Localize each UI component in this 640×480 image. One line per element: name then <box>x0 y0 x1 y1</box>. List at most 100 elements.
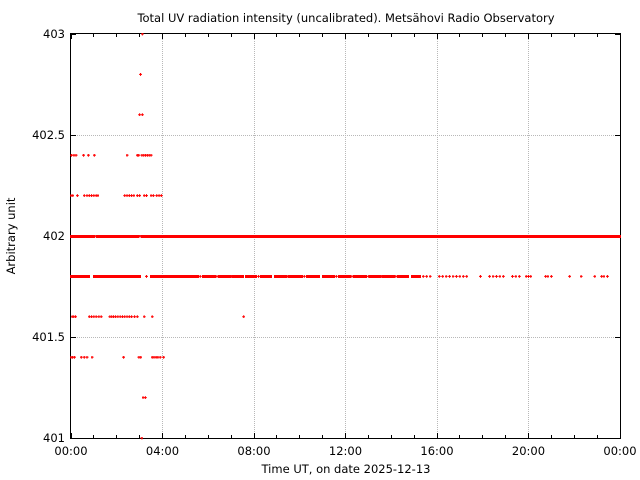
x-major-tick <box>70 433 72 438</box>
x-tick-label: 00:00 <box>54 444 88 458</box>
data-point <box>152 355 156 359</box>
y-major-tick <box>615 134 620 136</box>
x-minor-tick <box>139 435 141 438</box>
x-tick-label: 08:00 <box>237 444 271 458</box>
data-point <box>544 274 548 278</box>
data-segment <box>368 274 381 278</box>
data-point <box>230 274 234 278</box>
data-point <box>491 274 495 278</box>
data-point <box>123 315 127 319</box>
x-major-tick <box>528 34 529 39</box>
data-point <box>150 355 154 359</box>
x-major-tick <box>253 34 255 39</box>
data-point <box>286 274 290 278</box>
data-point <box>125 315 129 319</box>
data-point <box>74 315 78 319</box>
x-minor-tick <box>390 435 392 438</box>
data-point <box>72 355 76 359</box>
y-major-tick <box>71 437 76 439</box>
data-point <box>82 153 86 157</box>
x-minor-tick <box>230 435 232 438</box>
x-minor-tick <box>184 435 186 438</box>
data-point <box>600 274 604 278</box>
data-point <box>524 274 528 278</box>
data-point <box>458 274 462 278</box>
x-minor-tick <box>573 435 575 438</box>
data-point <box>87 194 91 198</box>
data-point <box>127 194 131 198</box>
data-point <box>85 355 89 359</box>
x-tick-label: 00:00 <box>603 444 637 458</box>
data-point <box>142 153 146 157</box>
data-point <box>501 274 505 278</box>
data-point <box>135 194 139 198</box>
data-point <box>112 315 116 319</box>
data-point <box>527 274 530 278</box>
data-point <box>72 315 76 319</box>
y-major-tick <box>615 336 620 338</box>
x-major-tick <box>162 433 163 438</box>
data-point <box>90 194 94 198</box>
y-tick-label: 403 <box>43 27 65 41</box>
x-minor-tick <box>367 435 369 438</box>
x-minor-tick <box>596 435 598 438</box>
x-minor-tick <box>93 435 95 438</box>
data-point <box>139 355 143 359</box>
gridline-horizontal <box>71 134 620 136</box>
data-point <box>125 153 129 157</box>
data-point <box>94 315 98 319</box>
x-minor-tick <box>505 435 507 438</box>
data-point <box>92 194 96 198</box>
data-point <box>90 315 94 319</box>
data-point <box>71 194 75 198</box>
x-minor-tick <box>299 34 301 37</box>
x-tick-label: 12:00 <box>328 444 363 458</box>
data-point <box>122 355 126 359</box>
y-tick-label: 402.5 <box>32 128 65 142</box>
data-point <box>118 315 122 319</box>
data-point <box>138 113 142 117</box>
data-point <box>75 194 79 198</box>
data-segment <box>244 274 258 278</box>
data-point <box>145 153 149 157</box>
chart-title: Total UV radiation intensity (uncalibrat… <box>137 11 555 25</box>
x-minor-tick <box>482 435 484 438</box>
data-point <box>441 274 445 278</box>
data-point <box>125 194 129 198</box>
data-point <box>149 194 153 198</box>
data-point <box>70 315 74 319</box>
data-point <box>79 355 83 359</box>
data-point <box>494 274 498 278</box>
data-point <box>451 274 455 278</box>
data-point <box>141 396 145 400</box>
x-major-tick <box>619 433 621 438</box>
data-point <box>517 274 521 278</box>
data-segment <box>321 274 336 278</box>
data-point <box>546 274 550 278</box>
x-minor-tick <box>482 34 484 37</box>
data-point <box>461 274 465 278</box>
data-point <box>93 234 97 238</box>
x-major-tick <box>436 433 438 438</box>
x-minor-tick <box>276 34 278 37</box>
data-point <box>158 355 162 359</box>
x-minor-tick <box>596 34 598 37</box>
data-point <box>162 355 166 359</box>
data-point <box>82 355 86 359</box>
data-point <box>133 315 137 319</box>
x-minor-tick <box>550 34 552 37</box>
data-point <box>74 153 78 157</box>
y-major-tick <box>615 437 620 439</box>
data-point <box>127 315 131 319</box>
data-segment <box>305 274 321 278</box>
y-major-tick <box>615 33 620 35</box>
x-major-tick <box>345 433 346 438</box>
x-major-tick <box>528 433 529 438</box>
data-point <box>69 355 73 359</box>
x-minor-tick <box>413 435 415 438</box>
data-point <box>437 274 441 278</box>
y-tick-label: 401.5 <box>32 330 65 344</box>
data-point <box>120 315 124 319</box>
data-point <box>448 274 452 278</box>
